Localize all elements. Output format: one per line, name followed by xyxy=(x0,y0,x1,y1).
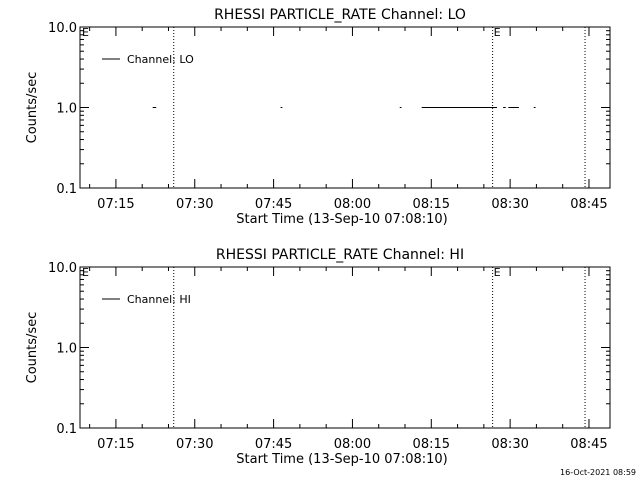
y-tick-label: 10.0 xyxy=(48,261,77,276)
corner-label: E xyxy=(82,266,89,279)
y-tick-label: 0.1 xyxy=(56,422,77,437)
chart-panel-1: RHESSI PARTICLE_RATE Channel: LO 0.1 1.0 10… xyxy=(25,7,611,227)
footer-timestamp: 16-Oct-2021 08:59 xyxy=(560,468,636,477)
plot-frame xyxy=(79,266,611,429)
chart-panel-2: RHESSI PARTICLE_RATE Channel: HI 0.1 1.0 10… xyxy=(25,247,611,467)
chart-title: RHESSI PARTICLE_RATE Channel: HI xyxy=(216,247,464,263)
y-tick-label: 0.1 xyxy=(56,182,77,197)
y-axis-label: Counts/sec xyxy=(25,312,40,384)
legend-label: Channel: LO xyxy=(127,53,194,66)
x-tick-label: 08:45 xyxy=(570,437,607,452)
x-tick-label: 07:15 xyxy=(97,197,134,212)
corner-label: E xyxy=(82,26,89,39)
x-tick-label: 07:15 xyxy=(97,437,134,452)
plot-frame xyxy=(79,26,611,189)
y-axis-label: Counts/sec xyxy=(25,72,40,144)
legend-label: Channel: HI xyxy=(127,293,191,306)
chart-title: RHESSI PARTICLE_RATE Channel: LO xyxy=(214,7,466,23)
x-tick-label: 08:00 xyxy=(334,197,371,212)
x-tick-label: 07:45 xyxy=(255,437,292,452)
x-tick-label: 08:00 xyxy=(334,437,371,452)
time-marker-label: E xyxy=(494,26,501,39)
x-tick-label: 08:30 xyxy=(491,197,528,212)
x-tick-label: 08:45 xyxy=(570,197,607,212)
y-tick-label: 1.0 xyxy=(56,102,77,117)
x-tick-label: 08:15 xyxy=(413,437,450,452)
time-marker-label: E xyxy=(494,266,501,279)
x-axis-label: Start Time (13-Sep-10 07:08:10) xyxy=(236,212,447,227)
x-tick-label: 08:30 xyxy=(491,437,528,452)
x-tick-label: 07:30 xyxy=(176,197,213,212)
y-tick-label: 10.0 xyxy=(48,21,77,36)
y-tick-label: 1.0 xyxy=(56,342,77,357)
x-tick-label: 07:45 xyxy=(255,197,292,212)
x-axis-label: Start Time (13-Sep-10 07:08:10) xyxy=(236,452,447,467)
x-tick-label: 08:15 xyxy=(413,197,450,212)
x-tick-label: 07:30 xyxy=(176,437,213,452)
